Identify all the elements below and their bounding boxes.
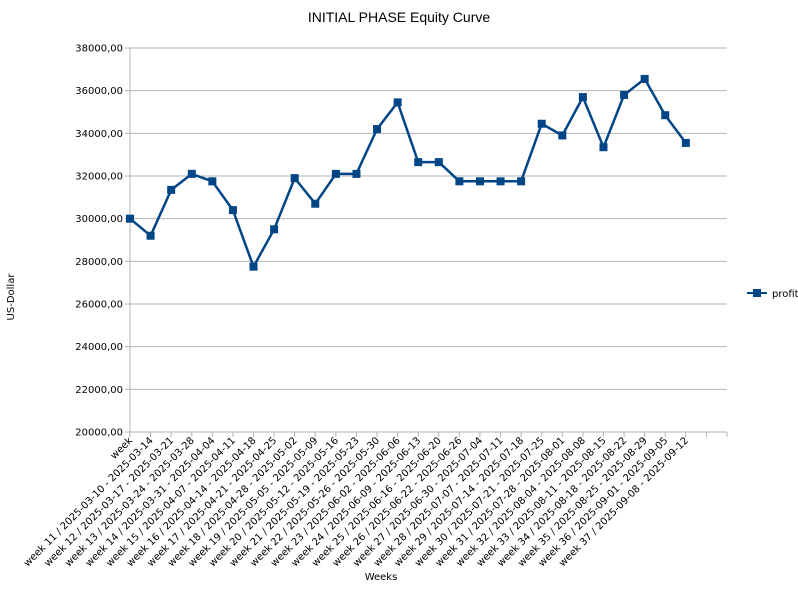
y-tick-label: 20000,00 <box>75 428 123 439</box>
y-tick-label: 30000,00 <box>75 214 123 225</box>
data-point <box>167 185 176 194</box>
data-point <box>496 177 505 186</box>
data-point <box>640 74 649 83</box>
y-axis-title: US-Dollar <box>6 273 17 321</box>
data-point <box>311 199 320 208</box>
data-point <box>352 169 361 178</box>
series-profit <box>126 74 690 271</box>
data-point <box>208 177 217 186</box>
y-tick-label: 24000,00 <box>75 342 123 353</box>
x-axis-title: Weeks <box>365 572 398 583</box>
data-point <box>537 119 546 128</box>
data-point <box>558 131 567 140</box>
data-point <box>434 158 443 167</box>
data-point <box>681 138 690 147</box>
data-point <box>475 177 484 186</box>
data-point <box>455 177 464 186</box>
y-tick-label: 36000,00 <box>75 86 123 97</box>
data-point <box>414 158 423 167</box>
data-point <box>599 143 608 152</box>
data-point <box>393 98 402 107</box>
data-point <box>331 169 340 178</box>
y-tick-labels: 20000,00 22000,00 24000,00 26000,00 28000,00… <box>75 44 123 439</box>
data-point <box>249 262 258 271</box>
series-line <box>129 77 687 268</box>
axes <box>125 47 728 437</box>
legend-marker <box>753 289 761 297</box>
data-point <box>373 125 382 134</box>
y-tick-label: 34000,00 <box>75 129 123 140</box>
y-tick-label: 28000,00 <box>75 257 123 268</box>
legend-label-profit: profit <box>772 289 798 300</box>
legend: profit <box>747 289 798 300</box>
data-point <box>270 225 279 234</box>
data-point <box>146 231 155 240</box>
data-point <box>126 214 134 223</box>
y-tick-label: 22000,00 <box>75 385 123 396</box>
data-point <box>661 111 670 120</box>
data-point <box>620 90 629 99</box>
data-point <box>517 177 526 186</box>
gridlines <box>130 47 727 433</box>
y-tick-label: 32000,00 <box>75 172 123 183</box>
chart-title: INITIAL PHASE Equity Curve <box>308 9 491 25</box>
y-tick-label: 38000,00 <box>75 44 123 55</box>
data-point <box>578 93 587 102</box>
y-tick-label: 26000,00 <box>75 300 123 311</box>
data-point <box>228 206 237 215</box>
data-point <box>290 174 299 183</box>
data-point <box>187 169 196 178</box>
